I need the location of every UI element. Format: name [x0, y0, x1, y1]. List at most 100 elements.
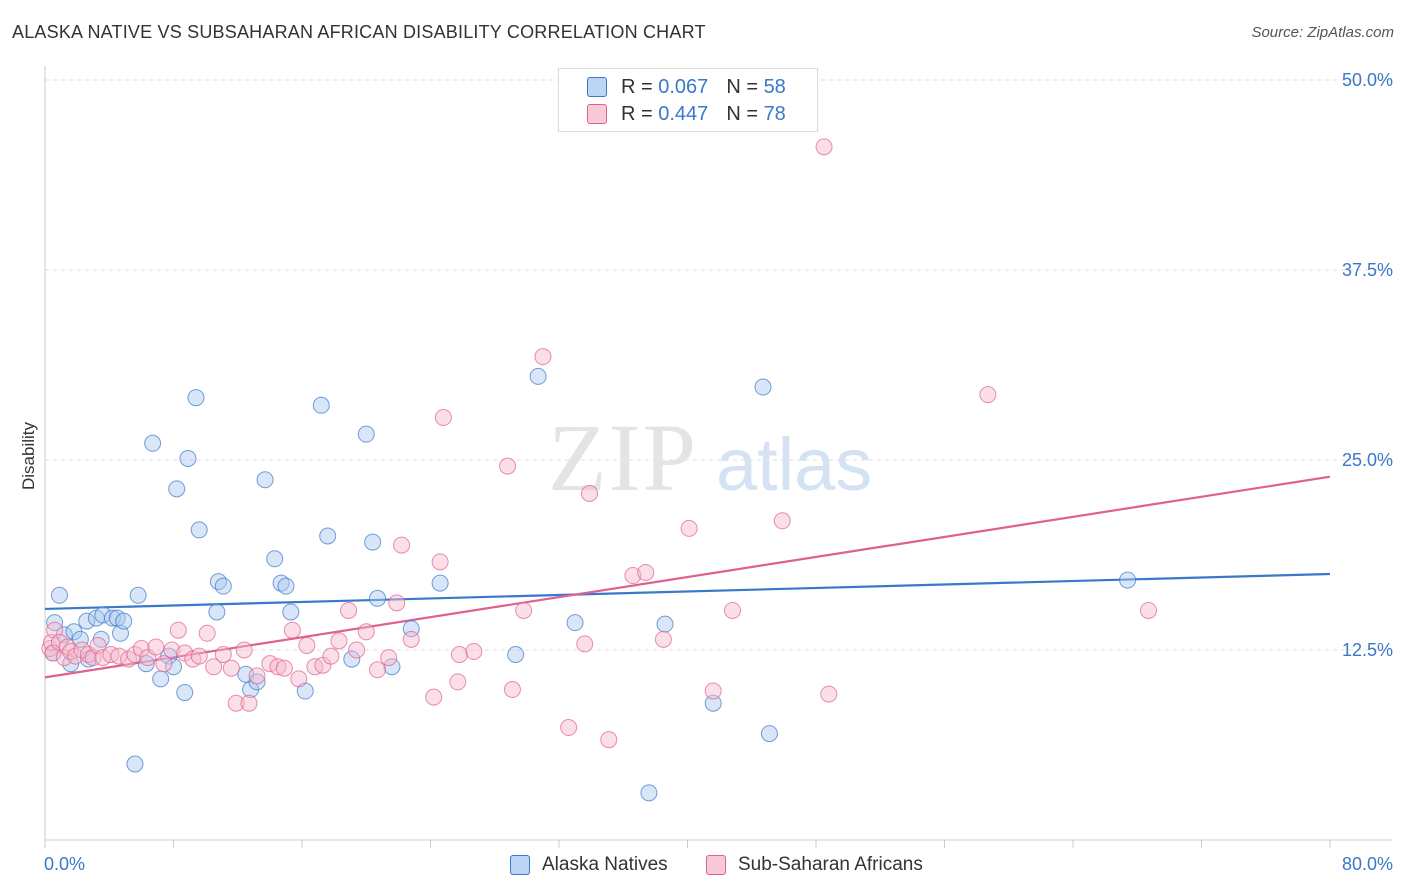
point-subsaharan: [773, 512, 791, 530]
point-alaska: [319, 527, 337, 545]
point-alaska: [126, 755, 144, 773]
point-subsaharan: [815, 138, 833, 156]
point-alaska: [507, 646, 525, 664]
legend-swatch-pink: [587, 104, 607, 124]
point-subsaharan: [425, 688, 443, 706]
point-subsaharan: [163, 641, 181, 659]
point-subsaharan: [222, 659, 240, 677]
point-subsaharan: [235, 641, 253, 659]
point-subsaharan: [503, 681, 521, 699]
point-alaska: [760, 725, 778, 743]
point-subsaharan: [283, 621, 301, 639]
watermark: ZIP atlas: [548, 404, 872, 511]
point-subsaharan: [600, 731, 618, 749]
series-label-subsaharan: Sub-Saharan Africans: [738, 854, 923, 875]
point-alaska: [312, 396, 330, 414]
point-alaska: [144, 434, 162, 452]
point-alaska: [431, 574, 449, 592]
point-subsaharan: [205, 658, 223, 676]
watermark-atlas: atlas: [716, 423, 872, 506]
point-alaska: [152, 670, 170, 688]
point-subsaharan: [380, 649, 398, 667]
point-subsaharan: [560, 719, 578, 737]
point-subsaharan: [393, 536, 411, 554]
point-subsaharan: [680, 519, 698, 537]
y-axis-label: Disability: [19, 421, 38, 490]
series-swatch-blue: [510, 855, 530, 875]
point-subsaharan: [431, 553, 449, 571]
point-subsaharan: [290, 670, 308, 688]
point-alaska: [357, 425, 375, 443]
point-subsaharan: [330, 632, 348, 650]
x-tick-label: 0.0%: [44, 854, 85, 874]
point-alaska: [176, 684, 194, 702]
point-subsaharan: [576, 635, 594, 653]
point-subsaharan: [534, 348, 552, 366]
axes: [44, 66, 1392, 848]
point-subsaharan: [449, 673, 467, 691]
point-alaska: [168, 480, 186, 498]
point-alaska: [364, 533, 382, 551]
point-subsaharan: [581, 484, 599, 502]
point-subsaharan: [723, 601, 741, 619]
point-alaska: [282, 603, 300, 621]
point-subsaharan: [465, 643, 483, 661]
point-alaska: [208, 603, 226, 621]
point-subsaharan: [44, 644, 62, 662]
point-alaska: [272, 574, 290, 592]
point-subsaharan: [704, 682, 722, 700]
point-subsaharan: [227, 694, 245, 712]
point-subsaharan: [240, 694, 258, 712]
point-subsaharan: [269, 658, 287, 676]
legend-row-alaska: R = 0.067 N = 58: [587, 74, 786, 100]
point-alaska: [71, 630, 89, 648]
tick-labels: 12.5% 25.0% 37.5% 50.0% 0.0% 80.0%: [44, 70, 1393, 874]
point-subsaharan: [298, 636, 316, 654]
point-alaska: [566, 614, 584, 632]
legend-n-value: 58: [763, 75, 786, 98]
watermark-zip: ZIP: [548, 404, 698, 511]
legend-n-label: N =: [726, 75, 758, 98]
point-alaska: [256, 471, 274, 489]
legend-r-label: R =: [621, 75, 653, 98]
legend-row-subsaharan: R = 0.447 N = 78: [587, 101, 786, 127]
trend-line-alaska: [44, 572, 1331, 611]
point-alaska: [187, 389, 205, 407]
legend-r-value: 0.447: [658, 102, 709, 125]
point-subsaharan: [402, 630, 420, 648]
legend-swatch-blue: [587, 77, 607, 97]
point-subsaharan: [67, 647, 85, 665]
point-subsaharan: [357, 623, 375, 641]
point-alaska: [103, 609, 121, 627]
point-subsaharan: [499, 457, 517, 475]
point-subsaharan: [132, 639, 150, 657]
point-alaska: [529, 367, 547, 385]
point-subsaharan: [155, 655, 173, 673]
point-subsaharan: [275, 659, 293, 677]
point-alaska: [165, 658, 182, 676]
point-alaska: [209, 573, 227, 591]
point-subsaharan: [147, 638, 165, 656]
point-alaska: [383, 658, 401, 676]
stats-legend: R = 0.067 N = 58 R = 0.447 N = 78: [558, 68, 818, 132]
point-subsaharan: [515, 601, 533, 619]
y-tick-label: 12.5%: [1342, 640, 1393, 660]
point-alaska: [248, 673, 266, 691]
point-subsaharan: [169, 621, 187, 639]
point-alaska: [137, 655, 155, 673]
point-alaska: [343, 650, 361, 668]
point-alaska: [179, 449, 197, 467]
point-subsaharan: [348, 641, 366, 659]
point-alaska: [129, 586, 147, 604]
point-alaska: [704, 694, 722, 712]
series-swatch-pink: [706, 855, 726, 875]
y-tick-label: 37.5%: [1342, 260, 1393, 280]
point-alaska: [277, 577, 295, 595]
series-legend-alaska: Alaska Natives: [510, 852, 668, 878]
point-subsaharan: [190, 647, 208, 665]
point-subsaharan: [214, 646, 232, 664]
x-tick-label: 80.0%: [1342, 854, 1393, 874]
point-subsaharan: [50, 633, 68, 651]
legend-n-value: 78: [763, 102, 786, 125]
trend-line-subsaharan: [44, 475, 1331, 679]
